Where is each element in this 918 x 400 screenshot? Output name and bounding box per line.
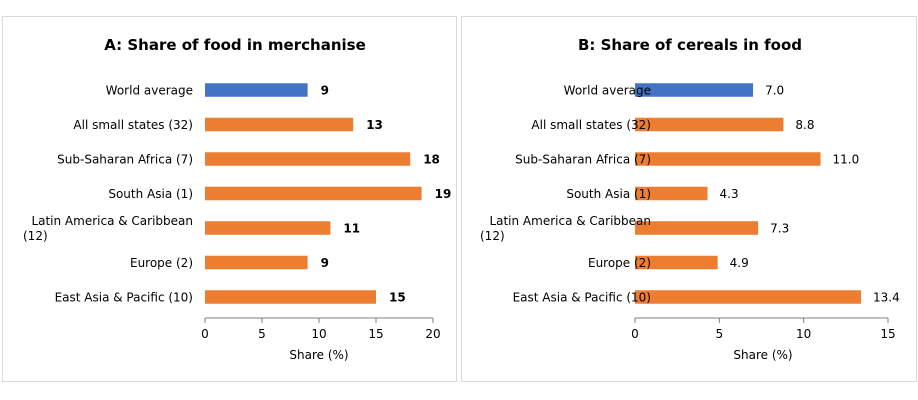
category-label-3: Sub-Saharan Africa (7): [515, 153, 651, 167]
bar-6: [205, 255, 308, 270]
bar-1: [635, 83, 754, 97]
bar-3: [635, 152, 821, 166]
category-label-6: Europe (2): [588, 256, 651, 270]
bar-6: [635, 255, 718, 270]
bar-7: [205, 290, 376, 304]
category-label-2: All small states (32): [73, 118, 193, 132]
bar-2: [635, 117, 784, 132]
chart-b-svg: B: Share of cereals in food Share (%) 0 5…: [480, 36, 900, 362]
bar-4: [205, 186, 422, 201]
bar-1-value-label: 9: [321, 84, 329, 98]
chart-b-x-axis-label: Share (%): [733, 348, 792, 362]
chart-a-svg: A: Share of food in merchanise Share (%)…: [23, 36, 452, 362]
bar-7: [635, 290, 862, 304]
bar-4: [635, 186, 708, 201]
bar-5-value-label: 7.3: [770, 222, 789, 236]
bar-6-value-label: 9: [321, 256, 329, 270]
bar-1: [205, 83, 308, 97]
bar-7-value-label: 15: [389, 291, 406, 305]
category-label-5-line-1: Latin America & Caribbean: [31, 214, 193, 228]
bar-2-value-label: 13: [366, 118, 383, 132]
category-label-7: East Asia & Pacific (10): [513, 291, 651, 305]
bar-6-value-label: 4.9: [730, 256, 749, 270]
category-label-4: South Asia (1): [566, 187, 651, 201]
category-label-2: All small states (32): [531, 118, 651, 132]
category-label-1: World average: [564, 84, 651, 98]
chart-a-x-axis-label: Share (%): [289, 348, 348, 362]
x-tick-label: 10: [796, 327, 811, 341]
bar-5-value-label: 11: [343, 222, 360, 236]
x-tick-label: 10: [311, 327, 326, 341]
x-tick-label: 5: [258, 327, 266, 341]
category-label-5-line-2: (12): [23, 229, 48, 243]
x-tick-label: 0: [631, 327, 639, 341]
category-label-5-line-1: Latin America & Caribbean: [489, 214, 651, 228]
chart-panel-b: B: Share of cereals in food Share (%) 0 5…: [461, 16, 917, 382]
category-label-4: South Asia (1): [108, 187, 193, 201]
x-tick-label: 0: [201, 327, 209, 341]
bar-4-value-label: 19: [435, 187, 452, 201]
bar-5: [205, 221, 331, 235]
bar-4-value-label: 4.3: [720, 187, 739, 201]
category-label-1: World average: [106, 84, 193, 98]
bar-2-value-label: 8.8: [795, 118, 814, 132]
category-label-5-line-2: (12): [480, 229, 505, 243]
chart-b-title: B: Share of cereals in food: [578, 36, 802, 54]
chart-panel-a: A: Share of food in merchanise Share (%)…: [2, 16, 457, 382]
category-label-6: Europe (2): [130, 256, 193, 270]
x-tick-label: 15: [880, 327, 895, 341]
bar-3: [205, 152, 411, 166]
x-tick-label: 5: [716, 327, 724, 341]
x-tick-label: 20: [425, 327, 440, 341]
bar-2: [205, 117, 354, 132]
bar-3-value-label: 11.0: [833, 153, 860, 167]
chart-a-title: A: Share of food in merchanise: [104, 36, 366, 54]
bar-1-value-label: 7.0: [765, 84, 784, 98]
category-label-3: Sub-Saharan Africa (7): [57, 153, 193, 167]
x-tick-label: 15: [368, 327, 383, 341]
bar-5: [635, 221, 759, 235]
category-label-7: East Asia & Pacific (10): [55, 291, 193, 305]
bar-7-value-label: 13.4: [873, 291, 900, 305]
bar-3-value-label: 18: [423, 153, 440, 167]
